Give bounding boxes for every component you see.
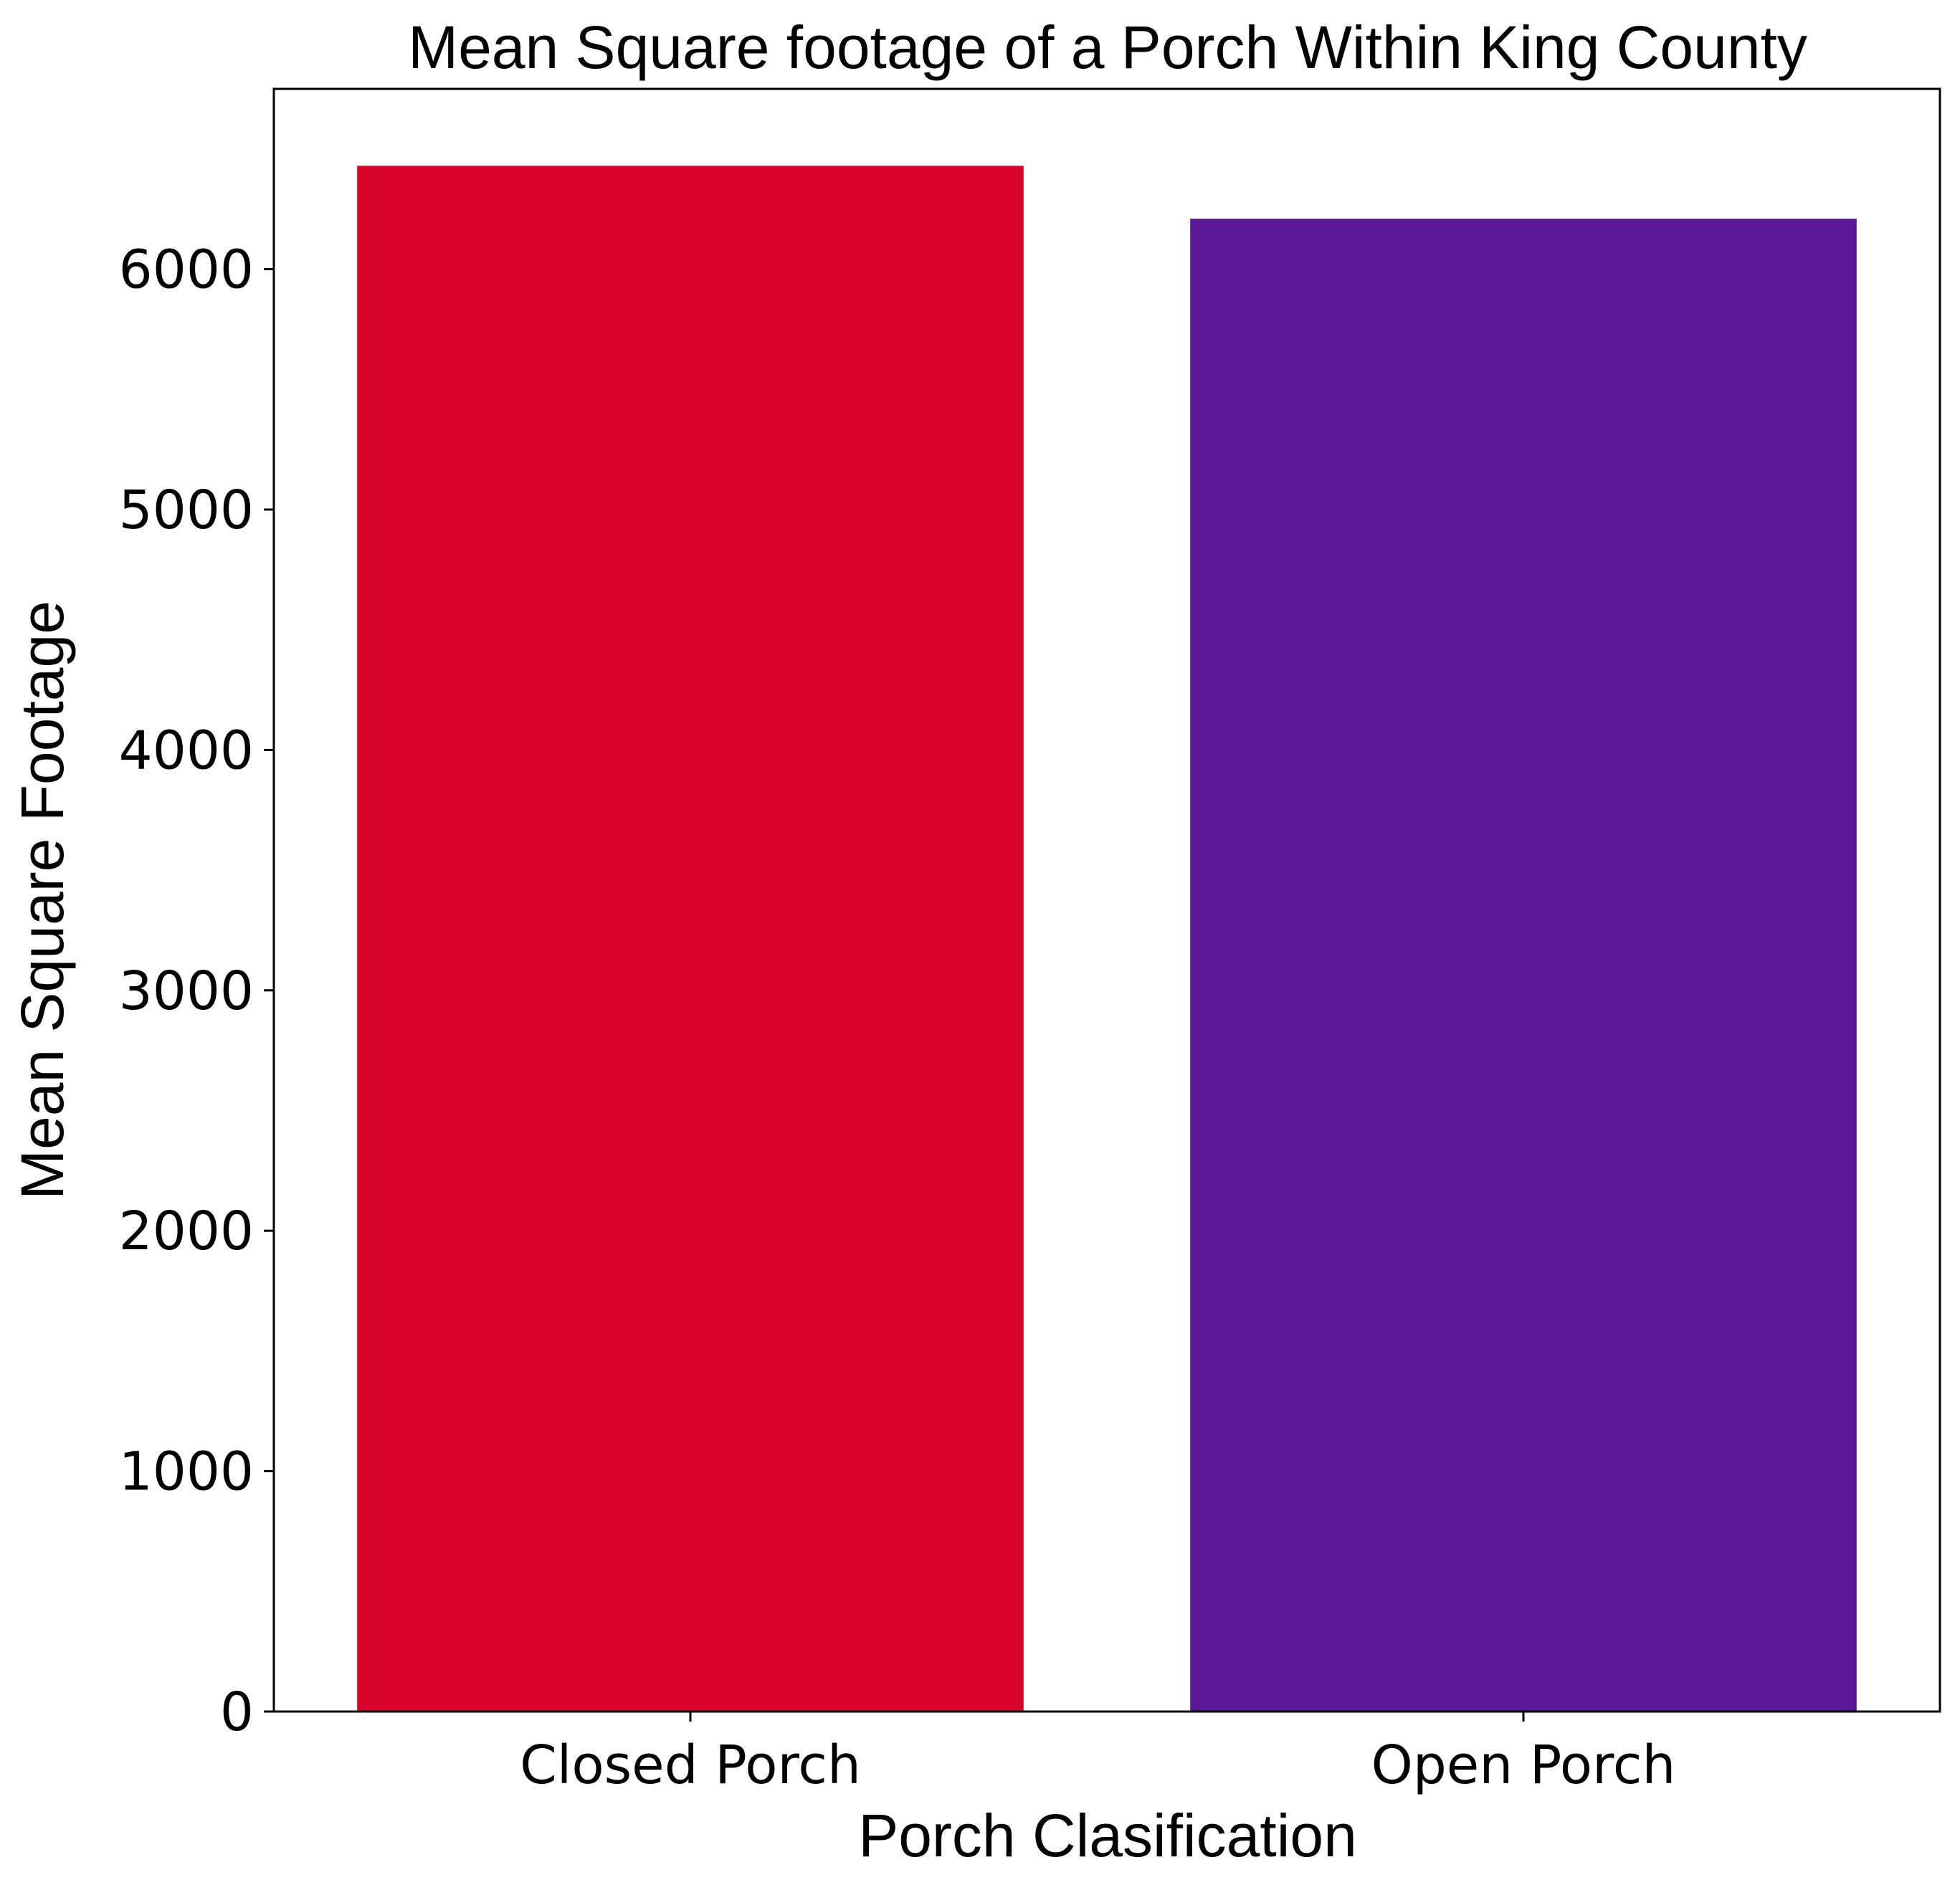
y-axis-label: Mean Square Footage	[9, 601, 76, 1200]
y-tick-label: 5000	[119, 479, 254, 541]
x-axis-label: Porch Clasification	[858, 1802, 1357, 1869]
plot-frame	[272, 87, 1941, 1713]
chart-title: Mean Square footage of a Porch Within Ki…	[408, 14, 1807, 81]
y-tick-label: 2000	[119, 1201, 254, 1262]
y-tick-label: 1000	[119, 1441, 254, 1503]
y-tick-label: 3000	[119, 960, 254, 1022]
bar-open-porch	[1190, 219, 1857, 1712]
x-tick-label: Open Porch	[1371, 1734, 1676, 1796]
bar-closed-porch	[357, 166, 1024, 1712]
y-tick-label: 6000	[119, 239, 254, 301]
y-tick-label: 4000	[119, 720, 254, 781]
y-tick-label: 0	[220, 1681, 254, 1743]
x-tick-label: Closed Porch	[520, 1734, 861, 1796]
plot-area	[357, 166, 1857, 1712]
